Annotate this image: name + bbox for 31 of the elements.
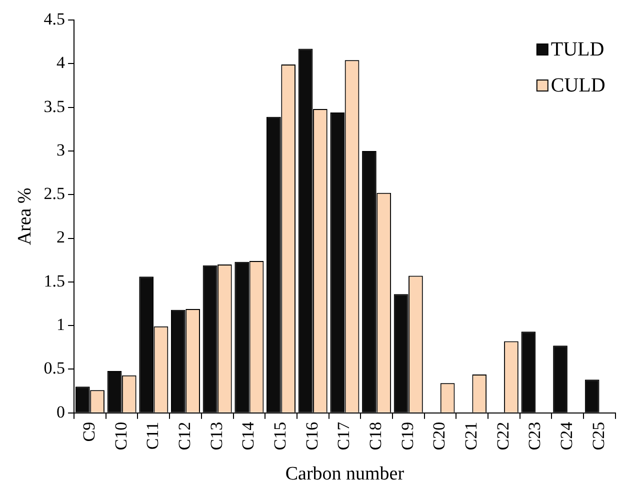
y-tick-label: 2 (56, 228, 66, 247)
y-tick-label: 3 (56, 140, 66, 160)
y-tick-label: 1.5 (44, 271, 66, 290)
y-tick-label: 0.5 (44, 358, 66, 378)
x-tick-label: C24 (557, 421, 576, 450)
y-tick-label: 1 (56, 315, 66, 334)
x-tick-label: C9 (79, 422, 98, 442)
x-tick-label: C23 (525, 422, 544, 450)
y-axis-title: Area % (14, 188, 36, 246)
x-tick-label: C17 (334, 421, 354, 450)
legend-label: TULD (550, 38, 604, 60)
x-tick-label: C10 (111, 422, 130, 450)
x-tick-label: C15 (270, 422, 290, 450)
x-tick-label: C13 (206, 422, 226, 450)
x-tick-label: C19 (398, 422, 417, 450)
y-tick-label: 0 (56, 402, 66, 422)
y-tick-label: 2.5 (44, 184, 66, 204)
x-tick-label: C21 (462, 422, 481, 450)
x-tick-label: C14 (238, 421, 258, 450)
x-axis-title: Carbon number (285, 464, 405, 485)
legend-label: CULD (550, 74, 606, 96)
y-tick-label: 3.5 (44, 96, 66, 116)
x-tick-label: C20 (430, 422, 449, 450)
y-tick-label: 4.5 (44, 9, 66, 28)
y-tick-label: 4 (56, 53, 66, 72)
x-tick-label: C16 (302, 422, 322, 450)
x-tick-label: C22 (493, 422, 512, 450)
x-tick-label: C12 (174, 422, 194, 450)
x-tick-label: C11 (143, 422, 162, 450)
x-tick-label: C25 (588, 422, 608, 450)
x-tick-label: C18 (366, 422, 386, 450)
